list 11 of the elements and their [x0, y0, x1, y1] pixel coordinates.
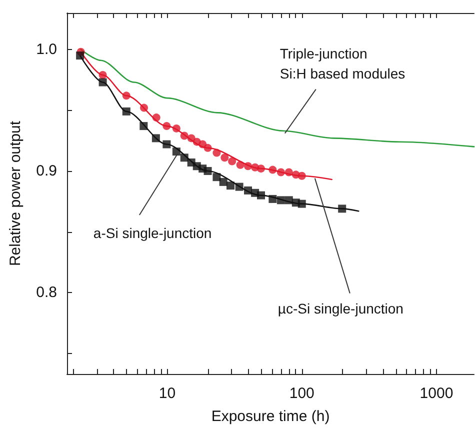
y-axis-title: Relative power output — [7, 120, 24, 266]
x-tick-label: 1000 — [420, 385, 454, 402]
annotation: µc-Si single-junction — [278, 300, 404, 316]
annotation: Triple-junction Si:H based modules — [280, 45, 406, 82]
y-tick-label: 0.8 — [36, 284, 57, 302]
y-tick-label: 0.9 — [36, 162, 57, 180]
annotation: a-Si single-junction — [93, 224, 212, 241]
x-tick-label: 10 — [158, 385, 176, 402]
x-axis-title: Exposure time (h) — [211, 408, 330, 425]
x-tick-label: 100 — [289, 385, 314, 402]
y-tick-label: 1.0 — [36, 40, 57, 58]
